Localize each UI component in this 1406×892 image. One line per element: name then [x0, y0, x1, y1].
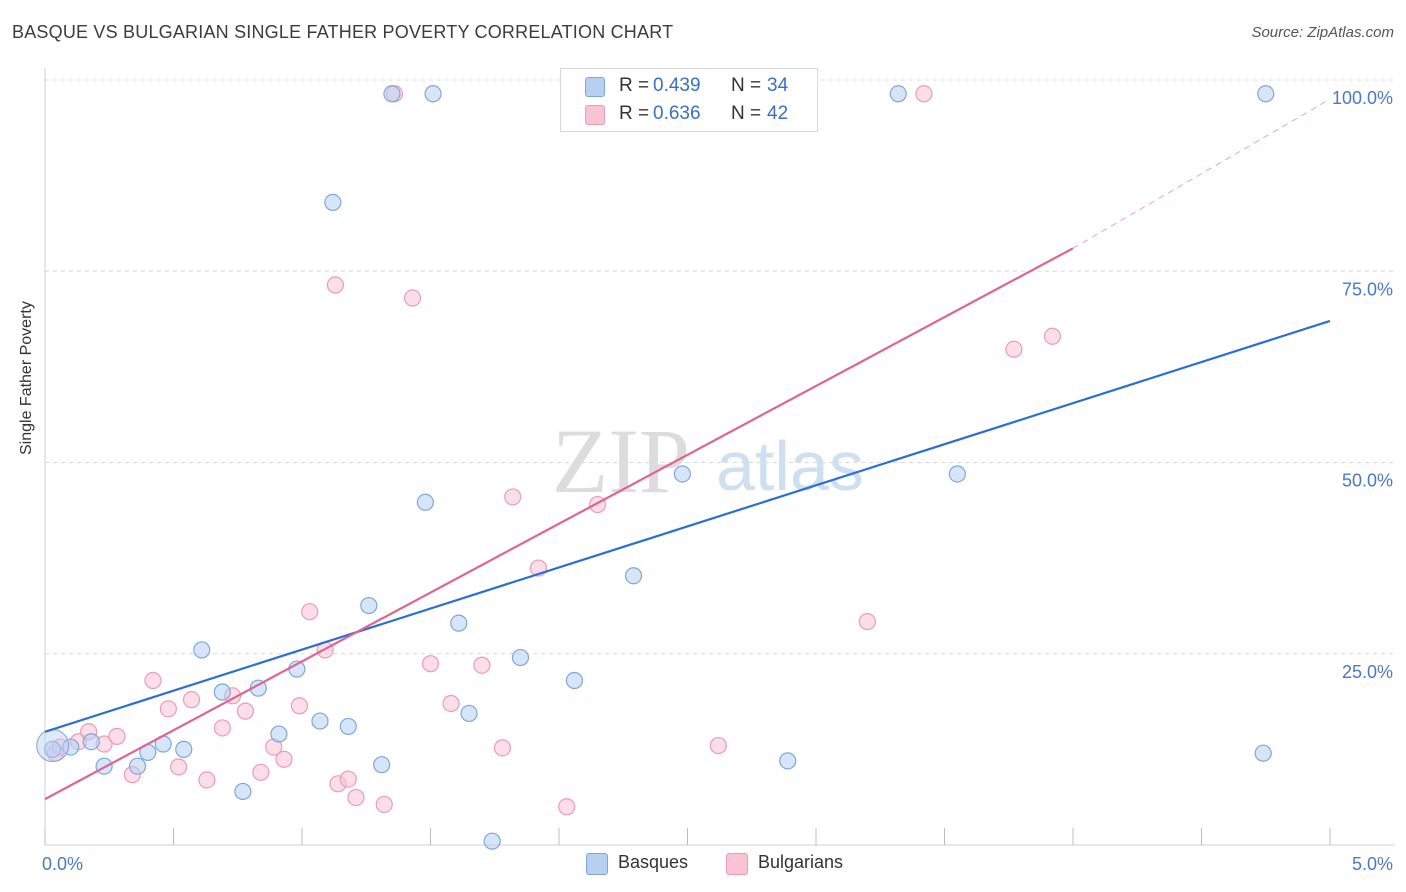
bulgarians-point — [558, 798, 576, 816]
bulgarians-point — [170, 758, 188, 776]
bottom-legend-label: Bulgarians — [758, 852, 844, 872]
basques-point — [373, 756, 391, 774]
tick-labels: 25.0% 50.0% 75.0% 100.0% 0.0% 5.0% — [42, 88, 1393, 874]
legend-n-label: N = — [731, 103, 762, 124]
bulgarians-point — [403, 289, 422, 307]
legend-r-label: R = — [619, 103, 650, 124]
x-tick-label: 0.0% — [42, 854, 83, 874]
bulgarians-point — [1043, 327, 1062, 345]
basques-point — [673, 465, 691, 483]
basques-point — [82, 733, 100, 751]
bulgarians-point — [198, 771, 216, 789]
bulgarians-trend-extension — [1072, 98, 1331, 249]
legend-n-label: N = — [731, 75, 762, 96]
bulgarians-point — [339, 770, 357, 788]
trend-lines — [44, 98, 1331, 801]
bulgarians-point — [421, 655, 440, 673]
basques-trend-line — [44, 319, 1331, 733]
bottom-swatch-bulgarians — [726, 853, 748, 875]
legend-r-value: 0.439 — [653, 75, 701, 96]
watermark: ZIP atlas — [552, 410, 864, 512]
basques-point — [383, 85, 401, 103]
bulgarians-point — [858, 613, 877, 631]
axes — [44, 68, 1395, 846]
bulgarians-point — [375, 795, 393, 814]
y-tick-label: 75.0% — [1342, 279, 1393, 299]
legend-n-value: 34 — [767, 75, 789, 96]
bulgarians-point — [144, 671, 162, 690]
basques-point — [128, 757, 147, 775]
basques-point — [193, 641, 211, 659]
bulgarians-point — [1005, 340, 1023, 358]
bulgarians-point — [347, 788, 365, 807]
basques-point — [175, 740, 193, 758]
correlation-legend: R = 0.439 N = 34 R = 0.636 N = 42 — [560, 68, 818, 132]
basques-point — [424, 85, 442, 103]
chart-title: BASQUE VS BULGARIAN SINGLE FATHER POVERT… — [12, 22, 674, 42]
basques-point — [1254, 744, 1272, 762]
bulgarians-point — [159, 700, 177, 718]
basques-point — [511, 648, 530, 667]
basques-point — [324, 193, 342, 211]
bulgarians-point — [326, 276, 345, 294]
basques-point — [948, 465, 966, 483]
bulgarians-point — [290, 697, 309, 715]
watermark-atlas: atlas — [716, 427, 864, 505]
basques-point — [416, 493, 434, 511]
basques-point — [779, 752, 797, 770]
bulgarians-point — [252, 763, 270, 781]
basques-point — [460, 704, 478, 723]
y-tick-label: 100.0% — [1332, 88, 1393, 108]
bulgarians-point — [709, 736, 727, 755]
y-tick-label: 50.0% — [1342, 471, 1393, 491]
bulgarians-point — [915, 85, 933, 103]
basques-point — [1257, 85, 1275, 103]
basques-point — [270, 725, 288, 743]
bulgarians-point — [182, 691, 201, 709]
basques-point — [213, 683, 231, 701]
bottom-legend-label: Basques — [618, 852, 689, 872]
legend-swatch-basques — [585, 77, 605, 97]
bulgarians-point — [301, 603, 319, 621]
basques-point — [450, 614, 468, 632]
basques-point — [62, 738, 80, 756]
legend-swatch-bulgarians — [585, 105, 605, 125]
grid-lines — [45, 79, 1395, 655]
basques-point — [483, 832, 501, 850]
bulgarians-trend-line — [44, 247, 1074, 801]
basques-point — [311, 712, 329, 730]
source-label: Source: ZipAtlas.com — [1251, 24, 1394, 41]
bulgarians-point — [442, 694, 460, 713]
legend-n-value: 42 — [767, 103, 789, 124]
bulgarians-point — [473, 656, 491, 674]
basques-cluster-point — [36, 729, 70, 763]
basques-point — [44, 740, 62, 758]
bulgarians-point — [504, 488, 522, 506]
bulgarians-point — [108, 727, 126, 745]
basques-point — [360, 596, 378, 615]
bulgarians-point — [275, 750, 293, 768]
watermark-zip: ZIP — [552, 410, 690, 512]
bottom-swatch-basques — [586, 853, 608, 875]
bulgarians-point — [493, 739, 512, 757]
legend-r-value: 0.636 — [653, 103, 701, 124]
y-tick-label: 25.0% — [1342, 662, 1393, 682]
bulgarians-point — [236, 702, 255, 720]
basques-point — [234, 782, 252, 801]
basques-point — [624, 567, 643, 585]
basques-point — [565, 671, 584, 690]
basques-point — [339, 717, 357, 736]
x-tick-label: 5.0% — [1352, 854, 1393, 874]
bulgarians-point — [213, 719, 231, 737]
basques-point — [889, 85, 907, 103]
basques-points — [36, 85, 1275, 850]
legend-r-label: R = — [619, 75, 650, 96]
y-axis-label: Single Father Poverty — [18, 301, 35, 455]
